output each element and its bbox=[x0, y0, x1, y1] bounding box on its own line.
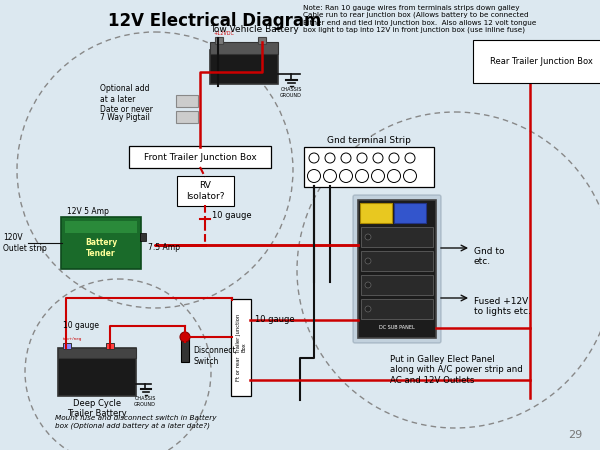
FancyBboxPatch shape bbox=[361, 275, 433, 295]
Text: 10 gauge: 10 gauge bbox=[255, 315, 295, 324]
FancyBboxPatch shape bbox=[106, 343, 114, 349]
Text: DC SUB PANEL: DC SUB PANEL bbox=[379, 325, 415, 330]
Circle shape bbox=[365, 258, 371, 264]
Circle shape bbox=[365, 306, 371, 312]
Text: 12V 5 Amp: 12V 5 Amp bbox=[67, 207, 109, 216]
FancyBboxPatch shape bbox=[63, 343, 71, 349]
Text: Ft or rear  Trailer Junction
Box: Ft or rear Trailer Junction Box bbox=[236, 314, 247, 381]
Circle shape bbox=[355, 170, 368, 183]
Circle shape bbox=[308, 170, 320, 183]
FancyBboxPatch shape bbox=[129, 146, 271, 168]
Circle shape bbox=[340, 170, 353, 183]
FancyBboxPatch shape bbox=[181, 337, 189, 362]
FancyBboxPatch shape bbox=[361, 251, 433, 271]
FancyBboxPatch shape bbox=[177, 176, 234, 206]
FancyBboxPatch shape bbox=[65, 221, 137, 233]
Text: Deep Cycle
Trailer Battery: Deep Cycle Trailer Battery bbox=[67, 399, 127, 418]
FancyBboxPatch shape bbox=[176, 111, 198, 123]
FancyBboxPatch shape bbox=[394, 203, 426, 223]
Text: 7 Way Pigtail: 7 Way Pigtail bbox=[100, 112, 150, 122]
Text: Front Trailer Junction Box: Front Trailer Junction Box bbox=[143, 153, 256, 162]
FancyBboxPatch shape bbox=[361, 227, 433, 247]
Text: 10 gauge: 10 gauge bbox=[63, 321, 99, 330]
Circle shape bbox=[365, 234, 371, 240]
FancyBboxPatch shape bbox=[358, 200, 436, 338]
Text: Put in Galley Elect Panel
along with A/C power strip and
AC and 12V Outlets: Put in Galley Elect Panel along with A/C… bbox=[390, 355, 523, 385]
FancyBboxPatch shape bbox=[210, 42, 278, 54]
FancyBboxPatch shape bbox=[58, 348, 136, 396]
Text: top+/neg: top+/neg bbox=[63, 337, 82, 341]
Text: 120V
Outlet strip: 120V Outlet strip bbox=[3, 233, 47, 253]
Circle shape bbox=[389, 153, 399, 163]
Text: Tow Vehicle Battery: Tow Vehicle Battery bbox=[209, 25, 298, 34]
Text: Battery
Tender: Battery Tender bbox=[85, 238, 117, 258]
FancyBboxPatch shape bbox=[361, 299, 433, 319]
Text: CHASSIS
GROUND: CHASSIS GROUND bbox=[280, 87, 302, 98]
Text: +12VDC: +12VDC bbox=[213, 31, 234, 36]
Text: 29: 29 bbox=[568, 430, 582, 440]
FancyBboxPatch shape bbox=[215, 37, 223, 44]
Text: Rear Trailer Junction Box: Rear Trailer Junction Box bbox=[490, 57, 593, 66]
Circle shape bbox=[323, 170, 337, 183]
Text: Gnd terminal Strip: Gnd terminal Strip bbox=[327, 136, 411, 145]
Circle shape bbox=[309, 153, 319, 163]
FancyBboxPatch shape bbox=[61, 217, 141, 269]
Text: 7.5 Amp: 7.5 Amp bbox=[148, 243, 180, 252]
Text: 12V Electrical Diagram: 12V Electrical Diagram bbox=[109, 12, 322, 30]
Circle shape bbox=[341, 153, 351, 163]
Circle shape bbox=[180, 332, 190, 342]
Text: CHASSIS
GROUND: CHASSIS GROUND bbox=[134, 396, 156, 407]
Circle shape bbox=[325, 153, 335, 163]
Circle shape bbox=[371, 170, 385, 183]
FancyBboxPatch shape bbox=[353, 195, 441, 343]
FancyBboxPatch shape bbox=[304, 147, 434, 187]
Circle shape bbox=[388, 170, 401, 183]
FancyBboxPatch shape bbox=[210, 50, 278, 84]
Circle shape bbox=[404, 170, 416, 183]
FancyBboxPatch shape bbox=[258, 37, 266, 44]
Text: Gnd to
etc.: Gnd to etc. bbox=[474, 247, 505, 266]
Circle shape bbox=[357, 153, 367, 163]
Text: Note: Ran 10 gauge wires from terminals strips down galley
Cable run to rear jun: Note: Ran 10 gauge wires from terminals … bbox=[303, 5, 536, 33]
Text: Optional add
at a later
Date or never: Optional add at a later Date or never bbox=[100, 84, 153, 114]
FancyBboxPatch shape bbox=[360, 203, 392, 223]
Text: 10 gauge: 10 gauge bbox=[212, 211, 251, 220]
FancyBboxPatch shape bbox=[176, 95, 198, 107]
Text: Disconnect
Switch: Disconnect Switch bbox=[193, 346, 235, 366]
Text: Fused +12V
to lights etc.: Fused +12V to lights etc. bbox=[474, 297, 531, 316]
Circle shape bbox=[365, 282, 371, 288]
FancyBboxPatch shape bbox=[231, 299, 251, 396]
FancyBboxPatch shape bbox=[58, 348, 136, 358]
Text: RV
Isolator?: RV Isolator? bbox=[186, 181, 225, 201]
FancyBboxPatch shape bbox=[140, 233, 146, 241]
Text: Mount fuse and disconnect switch in Battery
box (Optional add battery at a later: Mount fuse and disconnect switch in Batt… bbox=[55, 415, 217, 429]
Circle shape bbox=[373, 153, 383, 163]
Circle shape bbox=[405, 153, 415, 163]
